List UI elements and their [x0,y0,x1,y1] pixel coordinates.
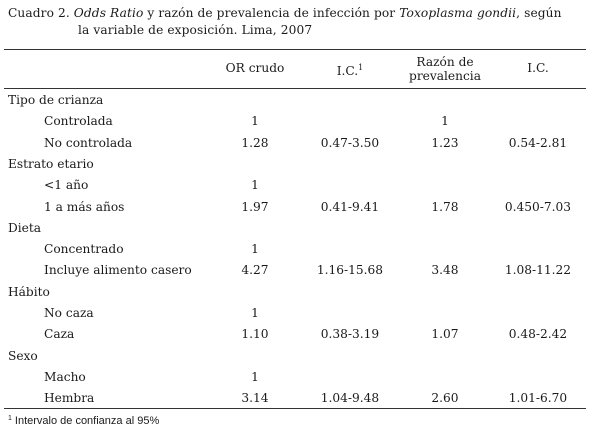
table-group-row: Dieta [0,218,590,239]
table-top-rule [4,49,586,50]
ic-cell: 0.38-3.19 [320,327,380,342]
ic-cell: 0.47-3.50 [320,135,380,150]
group-label: Sexo [8,348,38,363]
row-label: Concentrado [44,242,124,257]
or-crudo-cell: 1.10 [241,327,269,342]
table-row: No caza 1 [0,303,590,324]
or-crudo-cell: 4.27 [241,263,269,278]
table-header-rule [4,88,586,89]
table-row: Controlada 1 1 [0,111,590,132]
row-label: Controlada [44,114,113,129]
table-row: No controlada 1.28 0.47-3.50 1.23 0.54-2.81 [0,133,590,154]
header-ic-label: I.C. [336,64,359,78]
or-crudo-cell: 1 [251,306,259,320]
or-crudo-cell: 1 [251,114,259,129]
table-row: Incluye alimento casero 4.27 1.16-15.68 3.4… [0,260,590,281]
ic-cell: 1.16-15.68 [316,263,384,278]
table-row: 1 a más años 1.97 0.41-9.41 1.78 0.450-7.03 [0,197,590,218]
header-or-crudo: OR crudo [225,61,285,75]
table-group-row: Estrato etario [0,154,590,175]
group-label: Tipo de crianza [8,93,104,107]
caption-line-2: la variable de exposición. Lima, 2007 [78,23,313,37]
row-label: Macho [44,369,86,384]
table-group-row: Tipo de crianza [0,90,590,111]
row-label: Hembra [44,391,95,406]
razon-prevalencia-cell: 2.60 [431,391,459,406]
caption-italic-organism: Toxoplasma gondii [399,6,517,20]
header-ic-2: I.C. [527,61,549,75]
or-crudo-cell: 1 [251,178,259,193]
row-label: No controlada [44,135,133,150]
razon-prevalencia-cell: 1.07 [431,327,459,342]
ic-2-cell: 0.48-2.42 [508,327,568,342]
ic-2-cell: 0.54-2.81 [508,135,568,150]
table-bottom-rule [4,408,586,409]
group-label: Hábito [8,284,50,299]
footnote-text: Intervalo de confianza al 95% [14,415,160,427]
razon-prevalencia-cell: 1 [441,114,449,129]
ic-2-cell: 0.450-7.03 [504,199,572,214]
header-razon-line2: prevalencia [409,69,481,83]
row-label: Caza [44,327,75,342]
or-crudo-cell: 1 [251,242,259,257]
footnote: 1 Intervalo de confianza al 95% [8,412,159,428]
table-row: <1 año 1 [0,175,590,196]
razon-prevalencia-cell: 1.23 [431,135,459,150]
footnote-marker: 1 [8,415,12,422]
header-ic: I.C.1 [300,61,400,78]
caption-text-2: , según [516,6,562,20]
row-label: 1 a más años [44,199,125,214]
or-crudo-cell: 1.97 [241,199,269,214]
table-row: Concentrado 1 [0,239,590,260]
ic-cell: 0.41-9.41 [320,199,380,214]
table-row: Macho 1 [0,367,590,388]
razon-prevalencia-cell: 1.78 [431,199,459,214]
ic-2-cell: 1.01-6.70 [508,391,568,406]
or-crudo-cell: 3.14 [241,391,269,406]
caption-prefix: Cuadro 2. [8,6,70,20]
table-row: Caza 1.10 0.38-3.19 1.07 0.48-2.42 [0,324,590,345]
row-label: <1 año [44,178,89,193]
row-label: No caza [44,306,94,320]
table-group-row: Sexo [0,346,590,367]
razon-prevalencia-cell: 3.48 [431,263,459,278]
caption-text-1: y razón de prevalencia de infección por [143,6,400,20]
header-ic-footnote-marker: 1 [358,63,364,72]
header-razon-line1: Razón de [416,55,474,69]
header-razon-prevalencia: Razón de prevalencia [400,55,490,83]
ic-2-cell: 1.08-11.22 [504,263,572,278]
ic-cell: 1.04-9.48 [320,391,380,406]
caption-italic-odds-ratio: Odds Ratio [73,6,144,20]
group-label: Estrato etario [8,156,94,171]
table-caption: Cuadro 2. Odds Ratio y razón de prevalen… [8,5,583,39]
group-label: Dieta [8,220,42,235]
table-group-row: Hábito [0,282,590,303]
table-row: Hembra 3.14 1.04-9.48 2.60 1.01-6.70 [0,388,590,409]
or-crudo-cell: 1.28 [241,135,269,150]
or-crudo-cell: 1 [251,369,259,384]
row-label: Incluye alimento casero [44,263,192,278]
